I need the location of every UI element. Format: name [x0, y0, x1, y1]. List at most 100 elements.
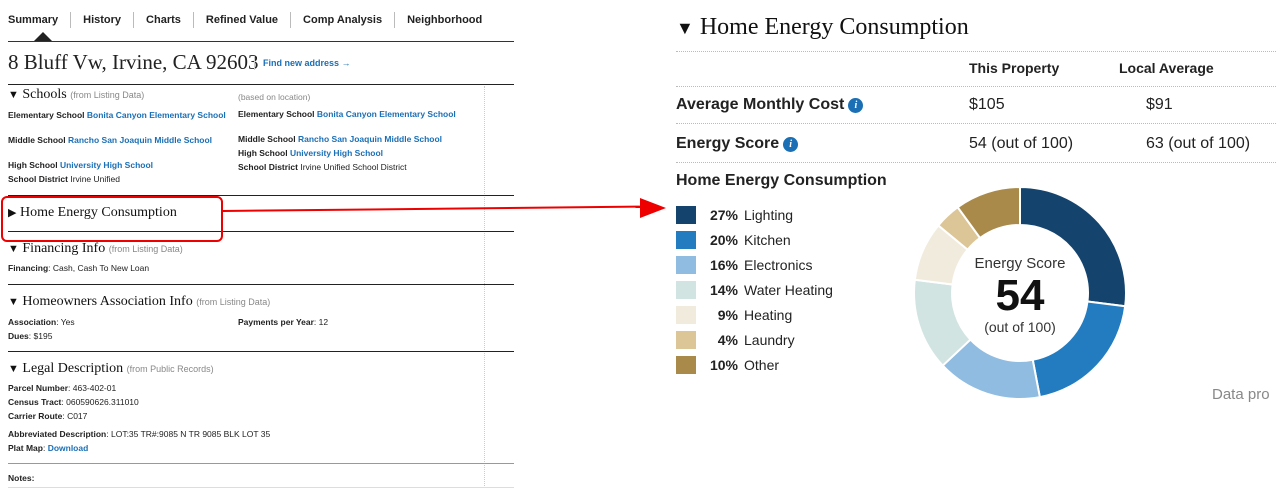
legend-item-lighting: 27% Lighting	[676, 202, 833, 227]
plat-map-download-link[interactable]: Download	[47, 443, 89, 453]
legend-percent: 16%	[709, 256, 738, 273]
schools-location-note: (based on location)	[238, 92, 311, 102]
energy-score-this: 54 (out of 100)	[969, 135, 1074, 152]
hoa-payments: Payments per Year: 12	[238, 317, 329, 327]
legend-label: Other	[744, 356, 780, 373]
divider	[676, 162, 1276, 163]
legend-item-heating: 9% Heating	[676, 302, 833, 327]
consumption-heading: Home Energy Consumption	[676, 172, 887, 189]
legend-item-kitchen: 20% Kitchen	[676, 227, 833, 252]
schools-title: Schools	[22, 87, 67, 102]
legend-percent: 4%	[717, 331, 738, 348]
location-middle-link[interactable]: Rancho San Joaquin Middle School	[298, 134, 443, 144]
energy-score-local: 63 (out of 100)	[1146, 135, 1251, 152]
legend-swatch	[676, 330, 696, 349]
active-tab-indicator	[34, 32, 52, 41]
legend-label: Water Heating	[744, 281, 833, 298]
donut-slice-kitchen	[1031, 300, 1127, 399]
financing-note: (from Listing Data)	[108, 244, 183, 254]
divider	[8, 463, 514, 464]
legend-label: Heating	[744, 306, 793, 323]
legal-census: Census Tract: 060590626.311010	[8, 397, 139, 407]
column-header-this-property: This Property	[969, 60, 1060, 76]
listing-elementary: Elementary School Bonita Canyon Elementa…	[8, 110, 226, 120]
legend-swatch	[676, 305, 696, 324]
donut-slice-other	[956, 185, 1021, 240]
energy-score-label: Energy Score i	[676, 135, 799, 153]
monthly-cost-label: Average Monthly Cost i	[676, 96, 864, 114]
hoa-dues: Dues: $195	[8, 331, 53, 341]
location-elementary-link[interactable]: Bonita Canyon Elementary School	[316, 109, 456, 119]
tab-comp-analysis[interactable]: Comp Analysis	[291, 12, 396, 28]
home-energy-title: Home Energy Consumption	[19, 205, 177, 220]
schools-toggle[interactable]: ▼ Schools (from Listing Data)	[8, 87, 144, 103]
location-high-link[interactable]: University High School	[289, 148, 384, 158]
donut-center-value: 54	[996, 271, 1045, 320]
legend-label: Kitchen	[744, 231, 791, 248]
expanded-triangle-icon: ▼	[8, 363, 19, 375]
legend-percent: 14%	[709, 281, 738, 298]
financing-title: Financing Info	[22, 241, 106, 256]
tab-refined-value[interactable]: Refined Value	[194, 12, 292, 28]
location-district: School District Irvine Unified School Di…	[238, 162, 407, 172]
legal-carrier: Carrier Route: C017	[8, 411, 88, 421]
legend-percent: 20%	[709, 231, 738, 248]
home-energy-panel: ▼ Home Energy Consumption This Property …	[676, 0, 1276, 489]
notes-box-edge	[8, 487, 514, 488]
divider	[676, 86, 1276, 87]
data-provider-note: Data pro	[1212, 386, 1270, 403]
notes-label: Notes:	[8, 473, 35, 483]
home-energy-toggle[interactable]: ▶ Home Energy Consumption	[8, 205, 177, 221]
tab-charts[interactable]: Charts	[134, 12, 194, 28]
hoa-note: (from Listing Data)	[196, 297, 271, 307]
tab-neighborhood[interactable]: Neighborhood	[407, 14, 483, 26]
legend-item-other: 10% Other	[676, 352, 833, 377]
financing-row: Financing: Cash, Cash To New Loan	[8, 263, 150, 273]
legal-toggle[interactable]: ▼ Legal Description (from Public Records…	[8, 361, 214, 377]
legend-label: Electronics	[744, 256, 813, 273]
legend-swatch	[676, 280, 696, 299]
tab-history[interactable]: History	[71, 12, 135, 28]
legend-percent: 27%	[709, 206, 738, 223]
highlight-box	[1, 196, 223, 242]
legend-swatch	[676, 255, 696, 274]
find-new-address-link[interactable]: Find new address →	[254, 56, 351, 70]
financing-toggle[interactable]: ▼ Financing Info (from Listing Data)	[8, 241, 183, 257]
tab-summary[interactable]: Summary	[8, 12, 72, 28]
property-address: 8 Bluff Vw, Irvine, CA 92603	[8, 50, 259, 74]
info-icon[interactable]: i	[783, 137, 799, 152]
divider	[8, 231, 514, 232]
legal-parcel: Parcel Number: 463-402-01	[8, 383, 117, 393]
location-high: High School University High School	[238, 148, 384, 158]
collapsed-triangle-icon: ▶	[8, 207, 17, 219]
legend-swatch	[676, 205, 696, 224]
high-school-link[interactable]: University High School	[59, 160, 154, 170]
middle-school-link[interactable]: Rancho San Joaquin Middle School	[68, 135, 213, 145]
listing-district: School District Irvine Unified	[8, 174, 120, 184]
legal-abbrev: Abbreviated Description: LOT:35 TR#:9085…	[8, 429, 271, 439]
property-summary-panel: Summary History Charts Refined Value Com…	[0, 0, 520, 489]
legal-plat: Plat Map: Download	[8, 443, 89, 453]
energy-panel-title[interactable]: ▼ Home Energy Consumption	[676, 14, 969, 40]
monthly-cost-local: $91	[1146, 96, 1173, 113]
hoa-toggle[interactable]: ▼ Homeowners Association Info (from List…	[8, 294, 270, 310]
legend-label: Laundry	[744, 331, 795, 348]
expanded-triangle-icon: ▼	[8, 296, 19, 308]
expanded-triangle-icon: ▼	[8, 243, 19, 255]
tab-bar: Summary History Charts Refined Value Com…	[8, 12, 514, 42]
consumption-legend: 27% Lighting 20% Kitchen 16% Electronics 14% Wa…	[676, 202, 833, 377]
legend-item-laundry: 4% Laundry	[676, 327, 833, 352]
divider	[8, 195, 514, 196]
consumption-donut-chart: Energy Score 54 (out of 100)	[913, 185, 1127, 400]
legend-item-water-heating: 14% Water Heating	[676, 277, 833, 302]
legend-swatch	[676, 230, 696, 249]
donut-center-label: Energy Score	[975, 255, 1066, 272]
elementary-school-link[interactable]: Bonita Canyon Elementary School	[86, 110, 226, 120]
info-icon[interactable]: i	[848, 98, 864, 113]
location-elementary: Elementary School Bonita Canyon Elementa…	[238, 109, 456, 119]
divider	[676, 51, 1276, 52]
divider	[8, 284, 514, 285]
hoa-association: Association: Yes	[8, 317, 75, 327]
listing-high: High School University High School	[8, 160, 154, 170]
donut-center-sub: (out of 100)	[984, 319, 1056, 335]
